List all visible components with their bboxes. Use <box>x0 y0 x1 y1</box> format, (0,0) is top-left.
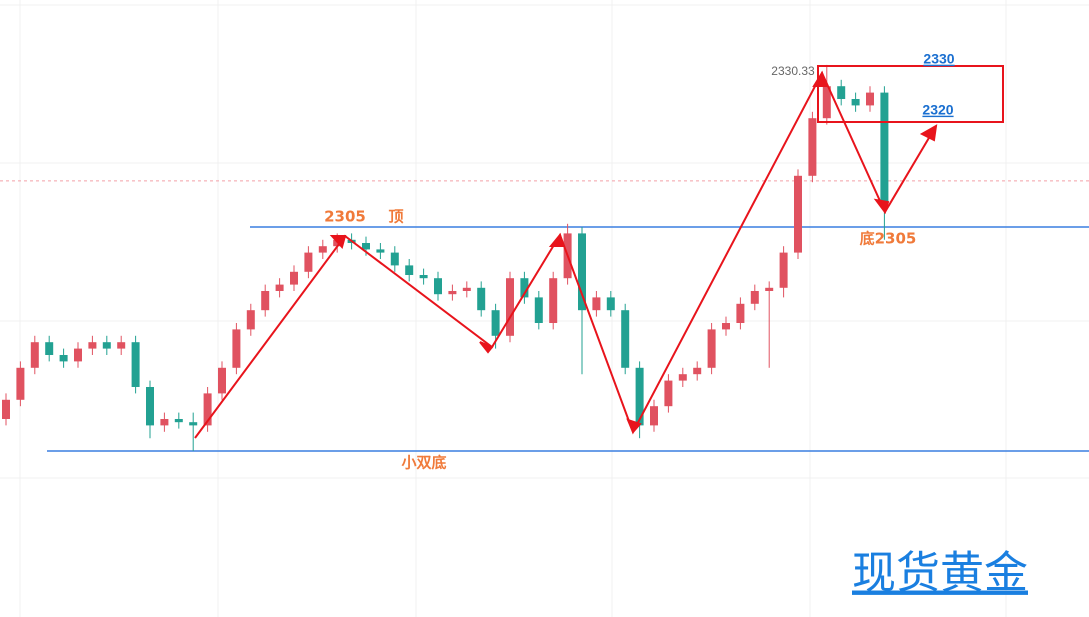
candle-body <box>434 278 442 295</box>
watermark: 现货黄金 <box>852 548 1028 599</box>
candle-body <box>606 297 615 311</box>
candle-body <box>664 380 673 407</box>
candle-body <box>866 92 874 106</box>
candle-body <box>722 322 730 330</box>
candle-body <box>822 86 831 119</box>
candle-body <box>808 118 817 176</box>
candle-body <box>232 329 241 368</box>
candle-body <box>794 175 802 253</box>
candle-body <box>218 367 226 394</box>
candle-body <box>30 342 39 368</box>
candle-body <box>693 367 702 375</box>
candle-body <box>477 287 486 311</box>
box-top-label: 2330 <box>923 51 954 67</box>
candle-body <box>174 418 183 423</box>
candle-body <box>837 86 846 100</box>
candle-body <box>318 246 327 253</box>
top-price: 2305 <box>324 208 366 226</box>
candle-body <box>189 422 198 426</box>
candle-body <box>549 278 558 323</box>
candle-body <box>779 252 788 288</box>
box-bottom-label: 2320 <box>922 102 953 118</box>
candle-body <box>448 290 457 295</box>
candle-body <box>16 367 25 400</box>
candle-body <box>203 393 212 426</box>
candle-body <box>376 249 385 253</box>
candle-body <box>246 310 255 330</box>
candle-body <box>462 287 471 291</box>
candle-body <box>405 265 414 275</box>
candle-body <box>520 278 529 298</box>
candle-body <box>707 329 716 368</box>
candle-body <box>578 233 586 311</box>
candle-body <box>650 406 658 426</box>
candle-body <box>419 274 428 279</box>
candle-body <box>635 367 644 426</box>
candle-body <box>750 290 759 304</box>
candle-body <box>880 92 889 202</box>
candle-body <box>506 278 514 336</box>
candle-body <box>2 399 10 419</box>
candle-body <box>59 354 68 362</box>
candle-body <box>851 99 860 106</box>
candle-body <box>45 342 54 355</box>
candle-body <box>131 342 140 387</box>
candle-body <box>534 297 543 323</box>
candle-body <box>146 386 154 426</box>
candle-body <box>765 287 774 291</box>
candle-body <box>621 310 630 368</box>
high-label: 2330.33 <box>771 64 815 78</box>
candle-body <box>275 284 284 291</box>
candle-body <box>592 297 601 311</box>
candle-body <box>290 271 298 285</box>
candle-body <box>261 290 270 311</box>
bottom-label: 底2305 <box>860 230 917 248</box>
double-bottom-label: 小双底 <box>401 454 446 472</box>
candle-body <box>88 342 97 349</box>
candle-body <box>362 242 370 250</box>
top-label: 顶 <box>388 208 403 226</box>
candle-body <box>74 348 82 362</box>
candle-body <box>390 252 399 266</box>
candle-body <box>160 418 169 426</box>
candle-body <box>304 252 313 272</box>
candle-body <box>102 342 111 349</box>
candle-body <box>678 374 687 381</box>
candle-body <box>117 342 126 349</box>
candle-body <box>491 310 500 336</box>
trend-arrows <box>194 65 1004 439</box>
candle-body <box>736 303 745 323</box>
